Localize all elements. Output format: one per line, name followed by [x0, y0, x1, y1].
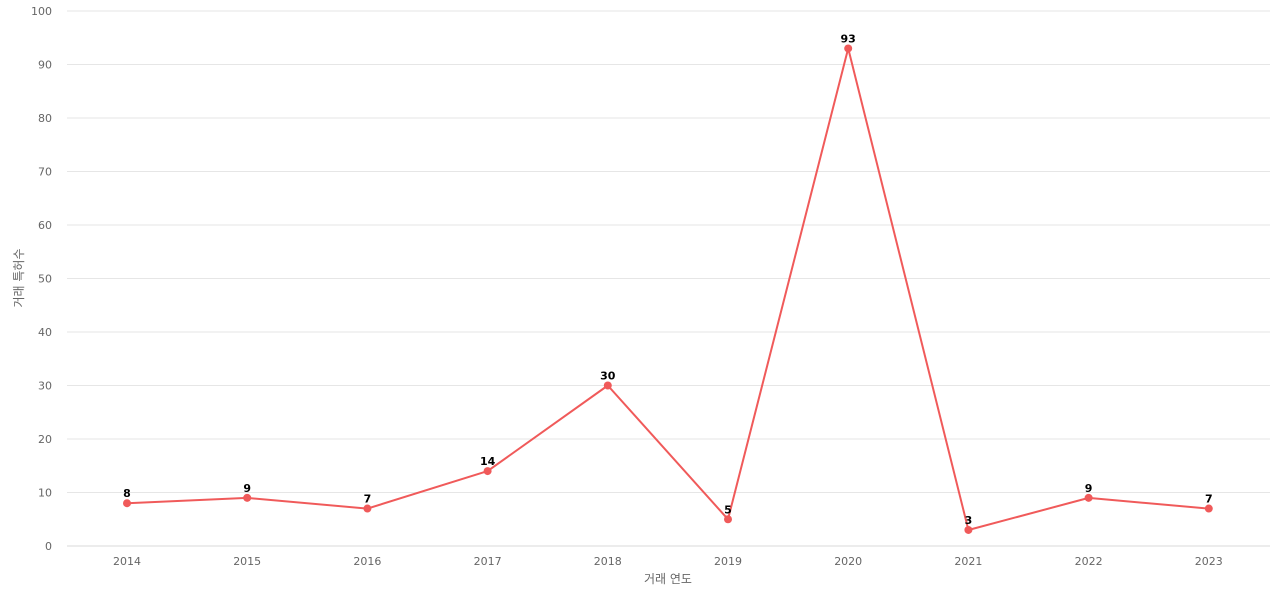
x-tick-label: 2021	[954, 555, 982, 568]
y-tick-label: 0	[45, 540, 52, 553]
x-tick-label: 2019	[714, 555, 742, 568]
x-axis-title: 거래 연도	[644, 572, 692, 586]
data-point[interactable]	[363, 504, 372, 513]
data-label: 9	[243, 482, 251, 495]
x-axis-ticks: 2014 2015 2016 2017 2018 2019 2020 2021 2022 2023	[113, 555, 1223, 568]
data-point[interactable]	[1084, 493, 1093, 502]
data-label: 30	[600, 370, 616, 383]
y-axis-ticks: 0 10 20 30 40 50 60 70 80 90 100	[31, 5, 52, 553]
data-point[interactable]	[1204, 504, 1213, 513]
data-labels: 8 9 7 14 30 5 93 3 9 7	[123, 32, 1212, 527]
y-tick-label: 60	[38, 219, 52, 232]
x-tick-label: 2014	[113, 555, 141, 568]
x-tick-label: 2015	[233, 555, 261, 568]
data-label: 7	[364, 493, 372, 506]
data-point[interactable]	[603, 381, 612, 390]
data-label: 3	[965, 514, 973, 527]
x-tick-label: 2022	[1075, 555, 1103, 568]
y-tick-label: 50	[38, 273, 52, 286]
data-point[interactable]	[964, 525, 973, 534]
y-tick-label: 10	[38, 487, 52, 500]
x-tick-label: 2018	[594, 555, 622, 568]
y-tick-label: 90	[38, 59, 52, 72]
data-label: 9	[1085, 482, 1093, 495]
y-tick-label: 30	[38, 380, 52, 393]
data-label: 14	[480, 455, 496, 468]
data-point[interactable]	[724, 515, 732, 524]
y-tick-label: 20	[38, 433, 52, 446]
x-tick-label: 2023	[1195, 555, 1223, 568]
data-label: 8	[123, 487, 131, 500]
data-points	[123, 44, 1213, 534]
series-layer	[126, 47, 1209, 531]
y-tick-label: 80	[38, 112, 52, 125]
y-axis-title: 거래 특허수	[12, 248, 26, 307]
gridlines	[67, 10, 1270, 547]
data-label: 93	[841, 32, 856, 45]
y-tick-label: 40	[38, 326, 52, 339]
y-tick-label: 70	[38, 166, 52, 179]
data-point[interactable]	[243, 493, 252, 502]
series-line	[126, 47, 1209, 531]
data-label: 5	[724, 503, 732, 516]
x-tick-label: 2020	[834, 555, 862, 568]
x-tick-label: 2017	[474, 555, 502, 568]
y-tick-label: 100	[31, 5, 52, 18]
data-point[interactable]	[483, 467, 492, 476]
x-tick-label: 2016	[353, 555, 381, 568]
data-label: 7	[1205, 493, 1213, 506]
data-point[interactable]	[844, 44, 853, 53]
data-point[interactable]	[123, 499, 131, 508]
